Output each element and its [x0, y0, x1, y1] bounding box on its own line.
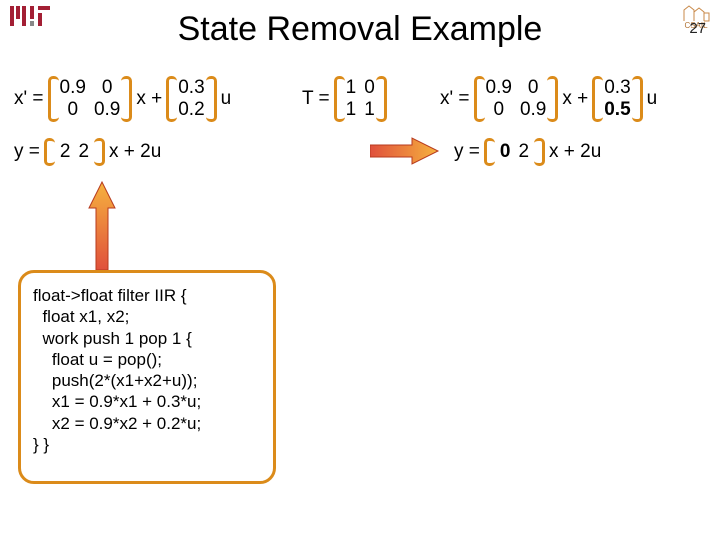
matrix-C-left: 2 2 [52, 138, 97, 166]
slide: CSAIL 27 State Removal Example x' = 0.9 … [0, 0, 720, 540]
eq-xprime-right: x' = 0.9 0 0 0.9 x + 0.3 0.5 [440, 76, 657, 122]
page-title: State Removal Example [0, 10, 720, 49]
eq-lhs: x' = [14, 88, 44, 110]
equations-area: x' = 0.9 0 0 0.9 x + 0.3 0.2 [0, 72, 720, 192]
eq-T: T = 1 0 1 1 [302, 76, 387, 122]
eq-y-right: y = 0 2 x + 2u [454, 138, 601, 166]
matrix-T: 1 0 1 1 [342, 76, 379, 122]
code-to-eq-arrow [87, 180, 117, 270]
arrow-up-icon [87, 180, 117, 270]
matrix-A-right: 0.9 0 0 0.9 [482, 76, 551, 122]
matrix-B-right: 0.3 0.5 [600, 76, 634, 122]
eq-xprime-left: x' = 0.9 0 0 0.9 x + 0.3 0.2 [14, 76, 231, 122]
eq-y-left: y = 2 2 x + 2u [14, 138, 161, 166]
code-box: float->float filter IIR { float x1, x2; … [18, 270, 276, 484]
matrix-C-right: 0 2 [492, 138, 537, 166]
matrix-A-left: 0.9 0 0 0.9 [56, 76, 125, 122]
transform-arrow [370, 136, 440, 166]
matrix-B-left: 0.3 0.2 [174, 76, 208, 122]
arrow-icon [370, 136, 440, 166]
